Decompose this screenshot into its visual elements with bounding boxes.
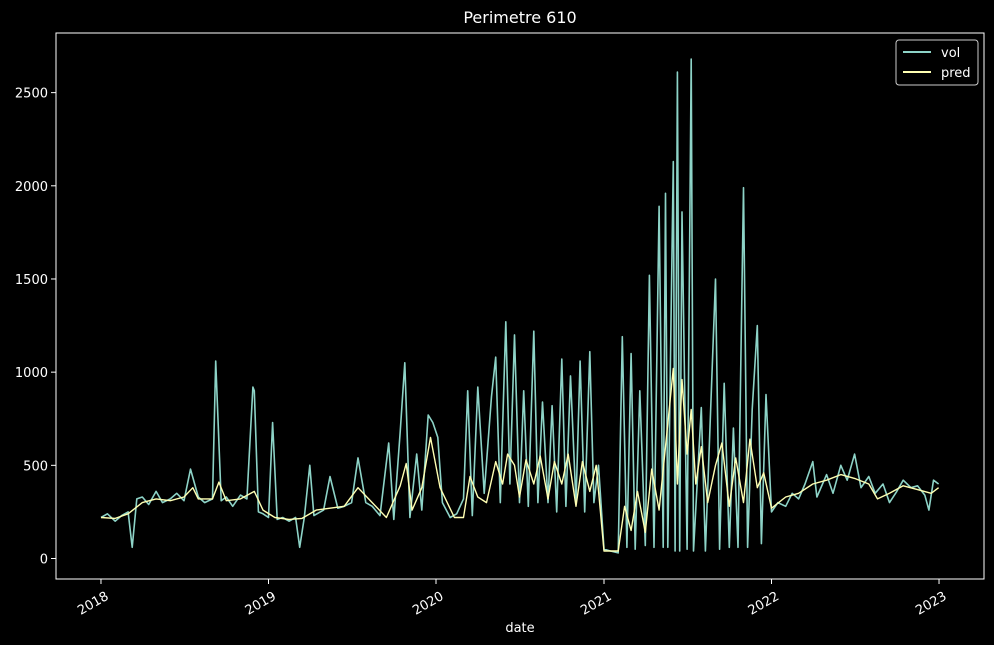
y-tick-label: 1500 (15, 273, 48, 288)
plot-area (55, 32, 985, 580)
series-line-vol (100, 58, 940, 554)
legend-label-pred: pred (941, 66, 971, 81)
plot-frame (55, 32, 985, 580)
y-tick-label: 2500 (15, 87, 48, 102)
legend-label-vol: vol (941, 46, 960, 61)
y-tick-label: 1000 (15, 366, 48, 381)
y-axis: 0 500 1000 1500 2000 2500 (15, 87, 56, 568)
y-tick-label: 2000 (15, 180, 48, 195)
y-tick-label: 500 (23, 459, 48, 474)
legend: vol pred (895, 39, 979, 86)
x-axis-title: date (505, 621, 534, 636)
series-line-pred (100, 367, 940, 552)
series-layer (100, 58, 940, 554)
y-tick-label: 0 (40, 553, 48, 568)
chart-title: Perimetre 610 (463, 8, 576, 27)
